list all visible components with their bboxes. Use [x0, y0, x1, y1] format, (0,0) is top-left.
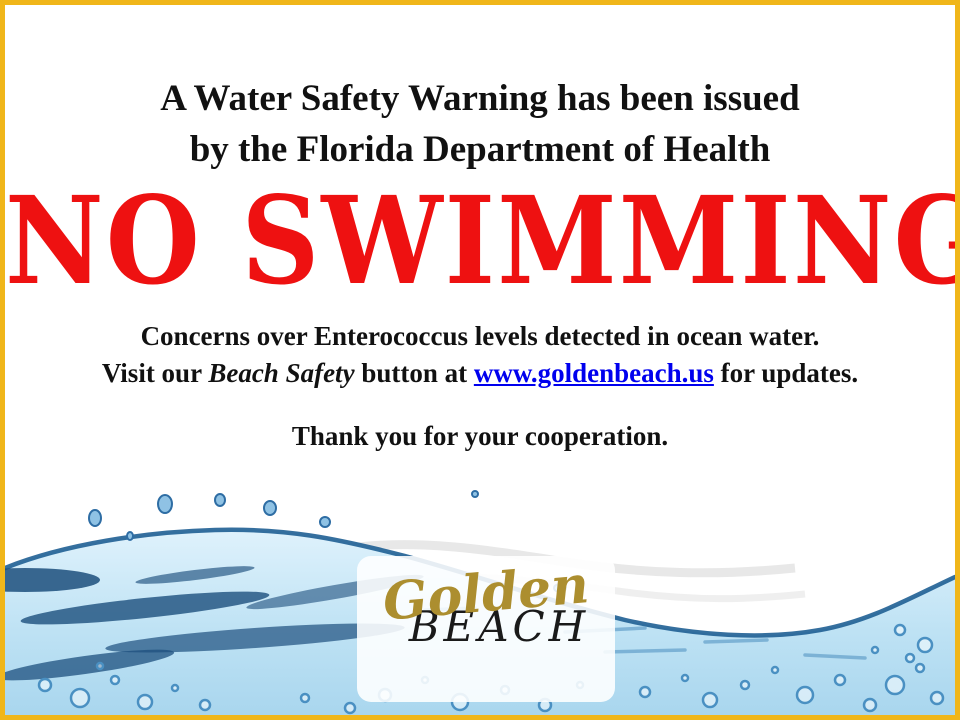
body-line2-mid: button at: [354, 357, 474, 388]
closing-text: Thank you for your cooperation.: [291, 421, 669, 452]
goldenbeach-link[interactable]: www.goldenbeach.us: [473, 357, 714, 388]
warning-body: Concerns over Enterococcus levels detect…: [5, 318, 955, 391]
logo-beach-text: BEACH: [408, 602, 590, 651]
warning-body-line1: Concerns over Enterococcus levels detect…: [140, 321, 820, 352]
warning-body-line2: Visit our Beach Safety button at www.gol…: [5, 355, 955, 391]
no-swimming-headline: NO SWIMMING: [5, 171, 960, 313]
beach-safety-emphasis: Beach Safety: [208, 357, 355, 388]
warning-title: A Water Safety Warning has been issued b…: [5, 73, 955, 175]
warning-title-line2: by the Florida Department of Health: [189, 129, 771, 171]
golden-beach-logo: Golden BEACH: [357, 554, 615, 702]
warning-title-line1: A Water Safety Warning has been issued: [160, 78, 800, 119]
body-line2-suffix: for updates.: [713, 357, 859, 388]
body-line2-prefix: Visit our: [101, 357, 209, 388]
